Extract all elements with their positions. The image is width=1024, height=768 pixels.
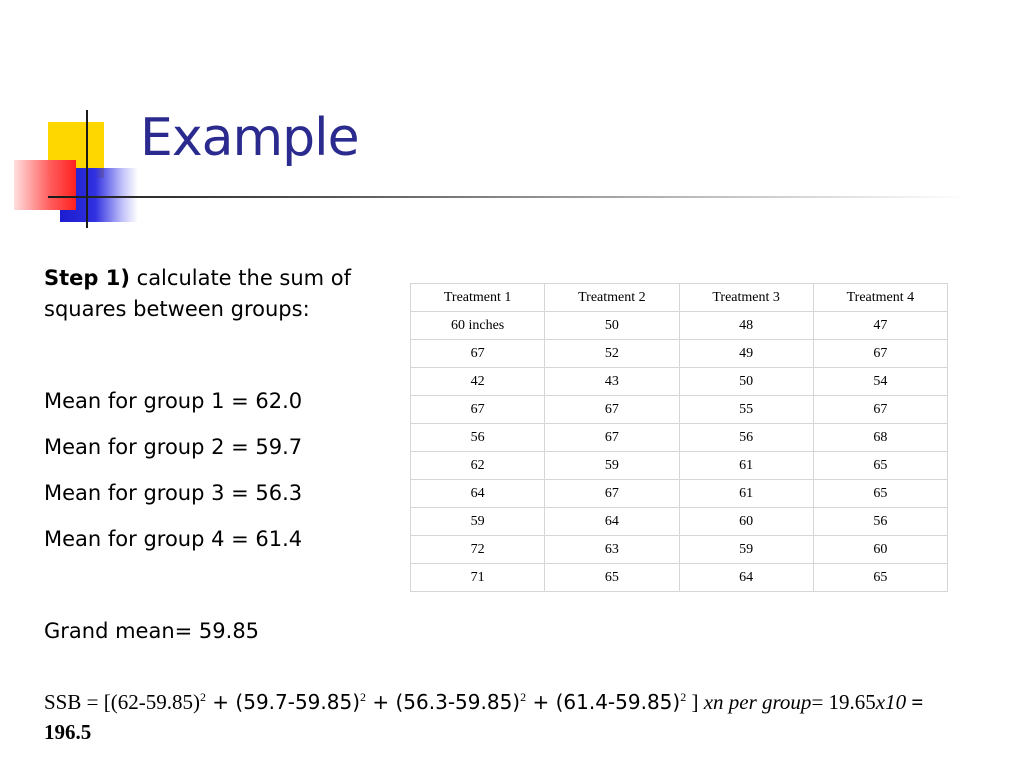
table-cell: 61 (678, 479, 814, 508)
step-instruction: Step 1) calculate the sum of squares bet… (44, 263, 384, 325)
table-cell: 50 (544, 311, 680, 340)
table-cell: 60 inches (409, 311, 546, 340)
mean-group-4: Mean for group 4 = 61.4 (44, 527, 303, 551)
table-cell: 59 (544, 451, 680, 480)
treatment-table: Treatment 1 Treatment 2 Treatment 3 Trea… (409, 283, 949, 592)
table-cell: 65 (812, 563, 949, 592)
table-row: 56 67 56 68 (409, 423, 949, 452)
table-cell: 59 (409, 507, 546, 536)
table-cell: 61 (678, 451, 814, 480)
table-cell: 67 (812, 395, 949, 424)
grand-mean: Grand mean= 59.85 (44, 619, 260, 643)
ssb-sup-1: 2 (199, 690, 206, 704)
table-cell: 60 (812, 535, 949, 564)
table-cell: 63 (544, 535, 680, 564)
ssb-part-5: ] (686, 690, 704, 714)
table-cell: 68 (812, 423, 949, 452)
table-cell: 65 (812, 479, 949, 508)
ssb-equals: = (906, 690, 924, 714)
table-cell: 67 (544, 395, 680, 424)
table-row: 60 inches 50 48 47 (409, 311, 949, 340)
ssb-sup-3: 2 (520, 690, 527, 704)
step-text: calculate the sum of squares between gro… (44, 266, 352, 321)
mean-group-1: Mean for group 1 = 62.0 (44, 389, 303, 413)
table-cell: 56 (678, 423, 814, 452)
table-row: 67 52 49 67 (409, 339, 949, 368)
header-treatment-2: Treatment 2 (544, 283, 680, 312)
table-cell: 67 (409, 339, 546, 368)
header-treatment-3: Treatment 3 (678, 283, 814, 312)
table-row: 42 43 50 54 (409, 367, 949, 396)
ssb-part-2: + (59.7-59.85) (205, 690, 361, 714)
table-cell: 42 (409, 367, 546, 396)
ssb-part-3: + (56.3-59.85) (366, 690, 521, 714)
table-row: 62 59 61 65 (409, 451, 949, 480)
table-cell: 64 (678, 563, 814, 592)
table-cell: 67 (544, 479, 680, 508)
ssb-part-6: = 19.65 (811, 690, 876, 714)
table-cell: 62 (409, 451, 546, 480)
header-treatment-4: Treatment 4 (812, 283, 949, 312)
table-cell: 59 (678, 535, 814, 564)
ssb-part-4: + (61.4-59.85) (526, 690, 681, 714)
table-cell: 54 (812, 367, 949, 396)
table-cell: 67 (544, 423, 680, 452)
title-underline (48, 196, 968, 198)
table-cell: 55 (678, 395, 814, 424)
decor-vertical-line (86, 110, 88, 228)
mean-group-2: Mean for group 2 = 59.7 (44, 435, 303, 459)
table-row: 72 63 59 60 (409, 535, 949, 564)
table-cell: 48 (678, 311, 814, 340)
table-row: 59 64 60 56 (409, 507, 949, 536)
ssb-sup-4: 2 (680, 690, 687, 704)
table-cell: 64 (409, 479, 546, 508)
slide-title: Example (140, 108, 360, 168)
table-row: 71 65 64 65 (409, 563, 949, 592)
table-cell: 65 (544, 563, 680, 592)
ssb-sup-2: 2 (360, 690, 367, 704)
table-cell: 47 (812, 311, 949, 340)
table-cell: 65 (812, 451, 949, 480)
table-cell: 72 (409, 535, 546, 564)
ssb-formula: SSB = [(62-59.85)2 + (59.7-59.85)2 + (56… (44, 682, 944, 747)
table-cell: 56 (812, 507, 949, 536)
table-row: 67 67 55 67 (409, 395, 949, 424)
decor-red-square (14, 160, 76, 210)
table-header-row: Treatment 1 Treatment 2 Treatment 3 Trea… (409, 283, 949, 312)
table-row: 64 67 61 65 (409, 479, 949, 508)
header-treatment-1: Treatment 1 (409, 283, 546, 312)
table-cell: 52 (544, 339, 680, 368)
table-cell: 60 (678, 507, 814, 536)
table-cell: 50 (678, 367, 814, 396)
mean-group-3: Mean for group 3 = 56.3 (44, 481, 303, 505)
table-cell: 56 (409, 423, 546, 452)
ssb-italic-1: xn per group (703, 690, 812, 714)
table-cell: 71 (409, 563, 546, 592)
table-cell: 49 (678, 339, 814, 368)
table-cell: 64 (544, 507, 680, 536)
table-cell: 67 (812, 339, 949, 368)
ssb-italic-2: x10 (875, 690, 907, 714)
table-cell: 43 (544, 367, 680, 396)
ssb-part-1: SSB = [(62-59.85) (44, 690, 200, 714)
table-cell: 67 (409, 395, 546, 424)
ssb-result: 196.5 (44, 720, 92, 744)
step-label: Step 1) (44, 266, 130, 290)
table-body: 60 inches 50 48 47 67 52 49 67 42 43 50 54 67 67 55 67 5… (409, 311, 949, 592)
